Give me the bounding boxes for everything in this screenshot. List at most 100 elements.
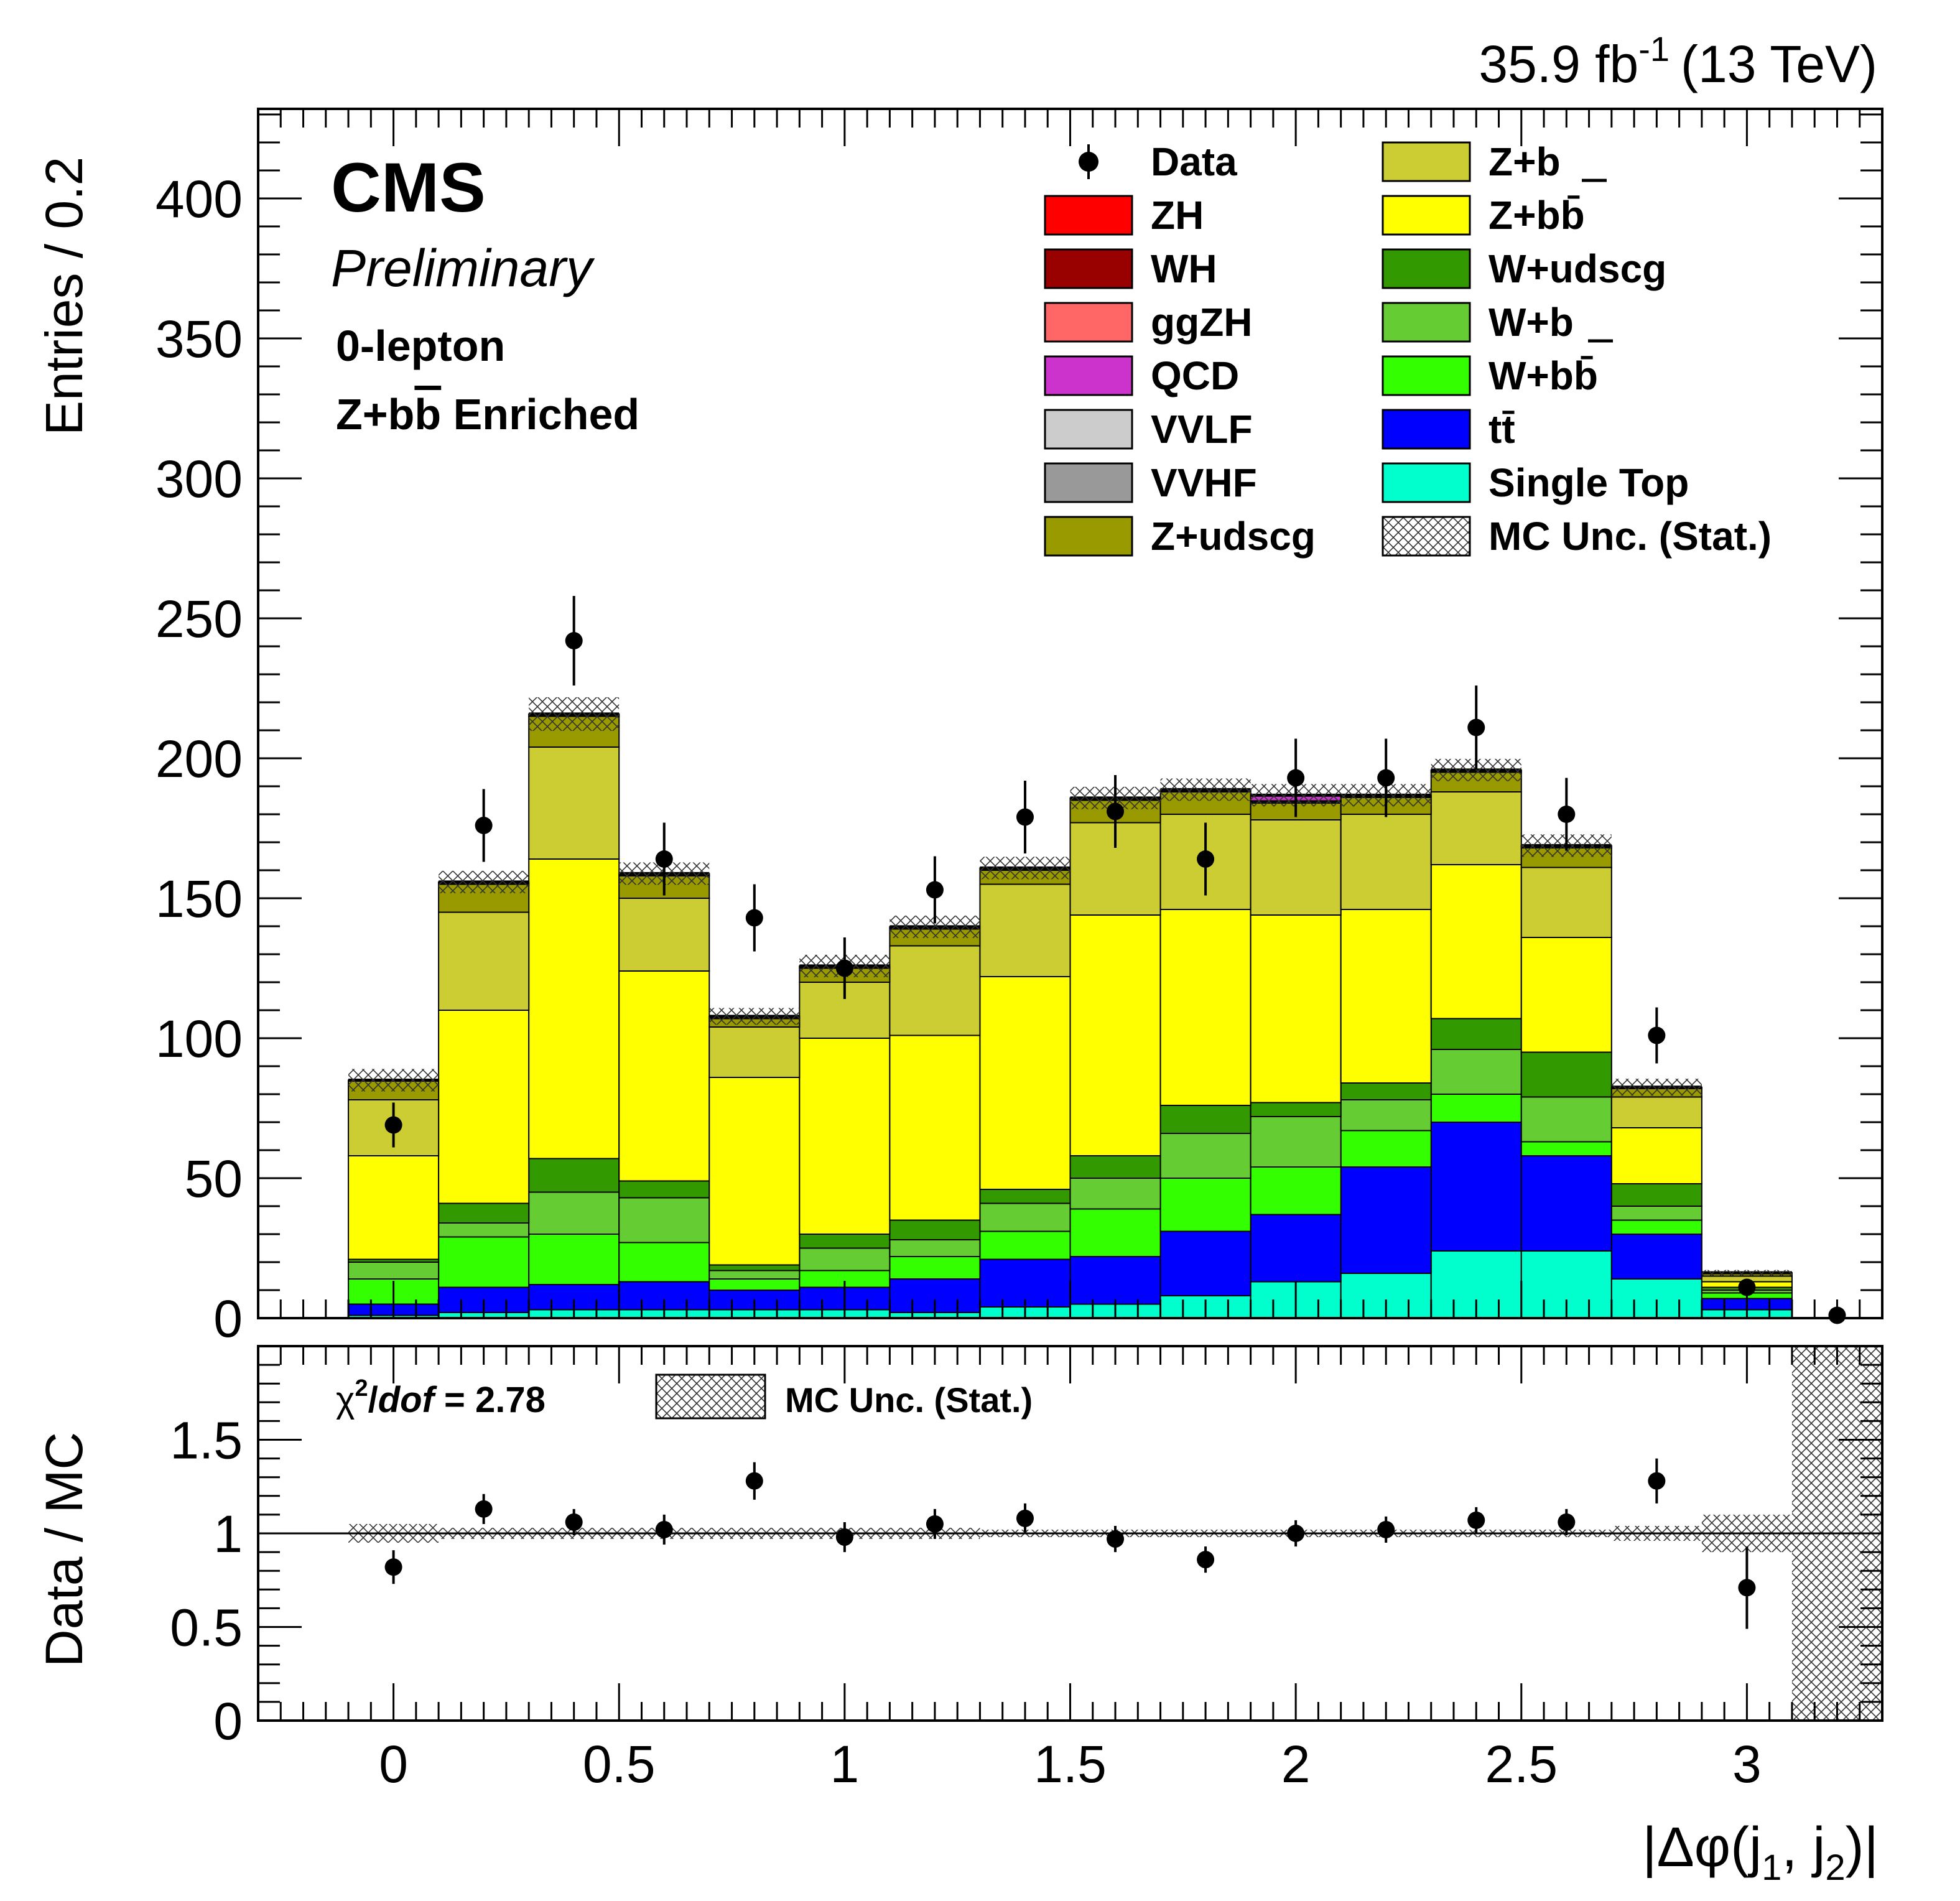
main-x-axis — [257, 109, 1883, 1318]
bar-w-udscg-4 — [708, 1264, 801, 1271]
bar-w-udscg-2 — [528, 1158, 620, 1193]
legend-entry-zh: ZH — [1044, 193, 1204, 238]
bar-tt-14 — [1610, 1234, 1702, 1280]
ratio-legend-label: MC Unc. (Stat.) — [785, 1380, 1033, 1420]
data-points-main — [384, 596, 1846, 1324]
bar-w-b-10 — [1250, 1116, 1342, 1168]
legend-entry-wh: WH — [1044, 246, 1217, 291]
ratio-point-1 — [475, 1500, 493, 1518]
bar-w-bb-12 — [1430, 1094, 1522, 1123]
region-label: Z+bb Enriched — [336, 390, 639, 439]
bar-w-bb-2 — [528, 1234, 620, 1285]
stacked-bars — [348, 713, 1793, 1319]
bar-z-b-11 — [1340, 814, 1432, 910]
legend-swatch-tt — [1382, 409, 1471, 450]
bar-w-b-5 — [799, 1247, 891, 1271]
bar-tt-11 — [1340, 1166, 1432, 1274]
bar-z-bb-8 — [1069, 914, 1161, 1156]
bar-w-udscg-14 — [1610, 1183, 1702, 1207]
ytick-label-main-7: 350 — [156, 310, 243, 368]
bar-w-b-13 — [1520, 1096, 1612, 1143]
legend-entry-vvlf: VVLF — [1044, 407, 1253, 452]
data-point-8 — [1107, 802, 1125, 820]
bar-w-b-9 — [1159, 1133, 1252, 1179]
data-point-2 — [565, 632, 583, 649]
data-point-12 — [1467, 718, 1485, 737]
lumi-label: 35.9 fb-1 (13 TeV) — [1479, 29, 1877, 93]
legend-label-w-bb: W+bb̄ — [1489, 353, 1598, 398]
bar-w-bb-10 — [1250, 1166, 1342, 1215]
bar-tt-13 — [1520, 1155, 1612, 1252]
legend-swatch-ggzh — [1044, 302, 1133, 343]
x-axis-title: |Δφ(j1, j2)| — [1642, 1816, 1879, 1888]
legend-entry-qcd: QCD — [1044, 353, 1239, 398]
legend: Data ZH WH ggZH QCD VVLF VVHF Z+udscg Z+b Z+bb̄ W+… — [1044, 139, 1772, 559]
mc-unc-14 — [1611, 1079, 1702, 1096]
bar-z-b-7 — [979, 883, 1071, 977]
legend-entry-vvhf: VVHF — [1044, 460, 1257, 505]
legend-entry-z-bb: Z+bb̄ — [1382, 193, 1585, 238]
bar-z-bb-6 — [889, 1034, 981, 1221]
bar-w-b-7 — [979, 1202, 1071, 1232]
legend-swatch-vvlf — [1044, 409, 1133, 450]
bar-w-b-8 — [1069, 1178, 1161, 1210]
bar-z-bb-5 — [799, 1038, 891, 1235]
mc-unc-7 — [980, 857, 1071, 880]
bar-w-b-4 — [708, 1270, 801, 1280]
data-point-6 — [926, 881, 944, 899]
ratio-point-13 — [1558, 1513, 1576, 1531]
xtick-label-6: 3 — [1732, 1735, 1762, 1793]
bar-w-udscg-7 — [979, 1189, 1071, 1204]
data-point-4 — [745, 909, 763, 927]
bar-w-bb-13 — [1520, 1141, 1612, 1156]
mc-unc-0 — [348, 1069, 439, 1092]
legend-label-z-bb: Z+bb̄ — [1489, 193, 1585, 238]
legend-swatch-single-top — [1382, 462, 1471, 503]
data-point-10 — [1287, 769, 1305, 787]
bar-z-bb-13 — [1520, 937, 1612, 1053]
bar-w-b-14 — [1610, 1206, 1702, 1221]
ytick-label-main-4: 200 — [156, 730, 243, 788]
bar-w-b-11 — [1340, 1099, 1432, 1132]
bar-w-b-6 — [889, 1239, 981, 1257]
data-points-ratio — [384, 1458, 1756, 1629]
bar-tt-9 — [1159, 1230, 1252, 1296]
ratio-legend: MC Unc. (Stat.) — [655, 1373, 1033, 1420]
ytick-label-main-3: 150 — [156, 870, 243, 928]
bar-w-b-0 — [348, 1262, 440, 1280]
ratio-point-0 — [384, 1558, 402, 1576]
bar-w-udscg-3 — [618, 1180, 710, 1199]
legend-entry-data: Data — [1079, 139, 1237, 184]
legend-swatch-zh — [1044, 195, 1133, 236]
bar-w-udscg-10 — [1250, 1102, 1342, 1117]
bar-w-bb-11 — [1340, 1130, 1432, 1168]
bar-w-udscg-1 — [438, 1202, 530, 1224]
bar-z-bb-11 — [1340, 909, 1432, 1084]
bar-w-bb-14 — [1610, 1219, 1702, 1235]
legend-entry-w-udscg: W+udscg — [1382, 246, 1666, 291]
legend-entry-tt: tt̄ — [1382, 407, 1515, 452]
legend-label-zh: ZH — [1151, 193, 1204, 238]
chi2-label: χ2/dof = 2.78 — [336, 1375, 546, 1420]
bar-w-bb-8 — [1069, 1208, 1161, 1257]
ratio-point-2 — [565, 1513, 583, 1531]
bar-z-b-4 — [708, 1026, 801, 1078]
legend-entry-single-top: Single Top — [1382, 460, 1689, 505]
legend-swatch-w-b — [1382, 302, 1471, 343]
ytick-label-main-8: 400 — [156, 170, 243, 228]
legend-swatch-w-bb — [1382, 355, 1471, 396]
ratio-point-4 — [745, 1472, 763, 1490]
bar-z-bb-1 — [438, 1010, 530, 1204]
legend-label-single-top: Single Top — [1489, 460, 1689, 505]
bar-z-b-10 — [1250, 819, 1342, 916]
legend-label-wh: WH — [1151, 246, 1217, 291]
bar-w-bb-7 — [979, 1230, 1071, 1260]
xtick-label-2: 1 — [830, 1735, 860, 1793]
bar-z-b-2 — [528, 746, 620, 860]
bar-tt-8 — [1069, 1256, 1161, 1305]
bar-w-bb-6 — [889, 1256, 981, 1280]
bar-w-udscg-6 — [889, 1219, 981, 1240]
ytick-label-main-0: 0 — [213, 1290, 243, 1348]
legend-label-qcd: QCD — [1151, 353, 1239, 398]
